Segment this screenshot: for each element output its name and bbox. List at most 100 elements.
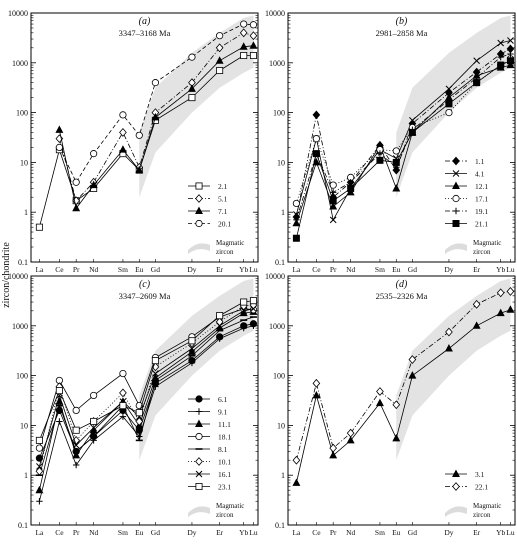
plot-frame [30, 12, 259, 263]
legend-magmatic-label-2: zircon [216, 248, 234, 256]
magmatic-zircon-field [139, 15, 254, 198]
series-point [135, 417, 144, 426]
series-23-1 [35, 297, 257, 444]
x-tick-label: Pr [330, 528, 337, 537]
x-tick-label: Eu [392, 528, 401, 537]
series-point [195, 408, 203, 415]
y-tick-label: 10 [20, 421, 28, 430]
series-point [346, 428, 355, 438]
x-tick-label: Nd [346, 265, 355, 274]
legend-magmatic-label: Magmatic [216, 239, 244, 247]
x-tick-label: Yb [239, 528, 248, 537]
series-point [293, 216, 300, 224]
x-tick-label: Gd [408, 528, 417, 537]
y-tick-label: 1000 [12, 322, 28, 331]
magmatic-zircon-field [396, 278, 511, 461]
series-point [329, 443, 338, 453]
y-tick-label: 10000 [265, 272, 285, 281]
x-tick-label: Lu [249, 265, 258, 274]
series-point [408, 371, 417, 379]
x-tick-label: Nd [89, 528, 98, 537]
legend-label: 23.1 [218, 483, 231, 492]
series-point [347, 184, 355, 192]
series-point [35, 444, 43, 452]
series-point [72, 406, 80, 415]
series-16-1 [36, 305, 257, 470]
series-point [187, 84, 196, 92]
series-point [195, 482, 203, 490]
series-point [445, 85, 453, 93]
magmatic-zircon-field [139, 278, 254, 461]
series-point [376, 156, 384, 164]
series-point [216, 322, 223, 330]
series-point [376, 387, 384, 396]
legend-label: 4.1 [475, 170, 485, 179]
x-tick-label: La [35, 265, 44, 274]
series-point [119, 128, 127, 137]
series-point [497, 53, 504, 61]
panel-age: 3347–2609 Ma [119, 291, 171, 301]
series-point [195, 395, 203, 403]
series-22-1 [292, 287, 515, 465]
series-point [240, 52, 248, 60]
y-tick-label: 10 [277, 421, 285, 430]
y-tick-label: 1000 [12, 59, 28, 68]
panel-age: 3347–3168 Ma [119, 28, 171, 38]
x-tick-label: Eu [135, 528, 144, 537]
series-point [36, 463, 43, 470]
series-point [119, 369, 127, 378]
series-point [215, 56, 224, 64]
x-tick-label: Yb [496, 265, 505, 274]
x-tick-label: Dy [444, 528, 453, 537]
y-tick-label: 100 [273, 109, 285, 118]
series-point [346, 435, 355, 444]
series-point [506, 287, 515, 296]
series-point [119, 402, 127, 410]
series-point [55, 143, 63, 152]
panel-label: (a) [139, 16, 151, 27]
y-tick-label: 1000 [269, 59, 285, 68]
legend-label: 7.1 [218, 207, 228, 216]
panel-label: (b) [396, 16, 408, 27]
x-tick-label: Dy [444, 265, 453, 274]
series-point [506, 305, 515, 313]
x-tick-label: Yb [239, 265, 248, 274]
series-7-1 [55, 41, 258, 212]
legend-label: 11.1 [218, 420, 231, 429]
series-point [445, 327, 453, 337]
series-point [195, 419, 203, 427]
x-tick-label: Sm [375, 528, 385, 537]
x-tick-label: La [292, 265, 301, 274]
x-tick-label: Pr [73, 265, 80, 274]
series-3-1 [292, 305, 515, 486]
series-point [216, 67, 224, 75]
series-point [240, 298, 248, 306]
series-point [292, 234, 300, 242]
legend-label: 12.1 [475, 182, 488, 191]
y-tick-label: 0.1 [18, 258, 28, 267]
series-point [452, 170, 460, 177]
series-point [392, 400, 401, 410]
series-point [35, 466, 44, 476]
series-point [90, 437, 97, 444]
series-point [135, 165, 144, 174]
x-tick-label: Pr [330, 265, 337, 274]
y-tick-label: 1 [281, 471, 285, 480]
legend-label: 8.1 [218, 445, 228, 454]
series-point [35, 436, 43, 444]
series-point [188, 53, 196, 61]
series-point [292, 455, 301, 465]
y-tick-label: 0.1 [275, 521, 285, 530]
series-point [152, 383, 159, 390]
series-point [497, 39, 505, 47]
series-point [250, 305, 257, 313]
x-tick-label: Eu [392, 265, 401, 274]
y-tick-label: 100 [16, 372, 28, 381]
series-point [329, 181, 337, 189]
legend-magmatic-label: Magmatic [473, 502, 501, 510]
series-point [188, 359, 196, 367]
x-tick-label: Er [216, 528, 224, 537]
x-tick-label: Lu [506, 528, 515, 537]
